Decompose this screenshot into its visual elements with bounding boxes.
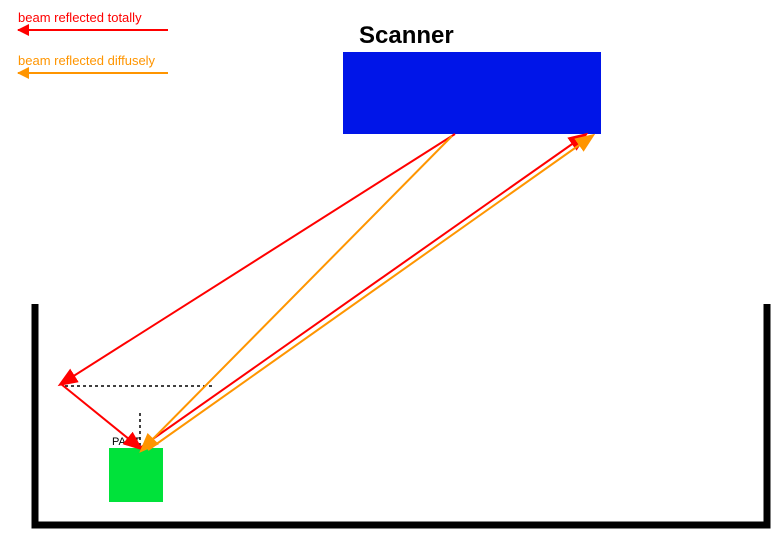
part-box <box>109 448 163 502</box>
legend-item-total: beam reflected totally <box>18 10 168 31</box>
legend-arrow-total <box>18 29 168 31</box>
legend-item-diffuse: beam reflected diffusely <box>18 53 168 74</box>
part-label: PART <box>112 436 140 448</box>
legend: beam reflected totally beam reflected di… <box>18 10 168 96</box>
scanner-box <box>343 52 601 134</box>
beam-total-reflection <box>61 134 585 448</box>
scanner-label: Scanner <box>359 22 454 50</box>
beam-diffuse-reflection <box>142 136 592 450</box>
legend-arrow-diffuse <box>18 72 168 74</box>
legend-label-diffuse: beam reflected diffusely <box>18 53 168 68</box>
legend-label-total: beam reflected totally <box>18 10 168 25</box>
